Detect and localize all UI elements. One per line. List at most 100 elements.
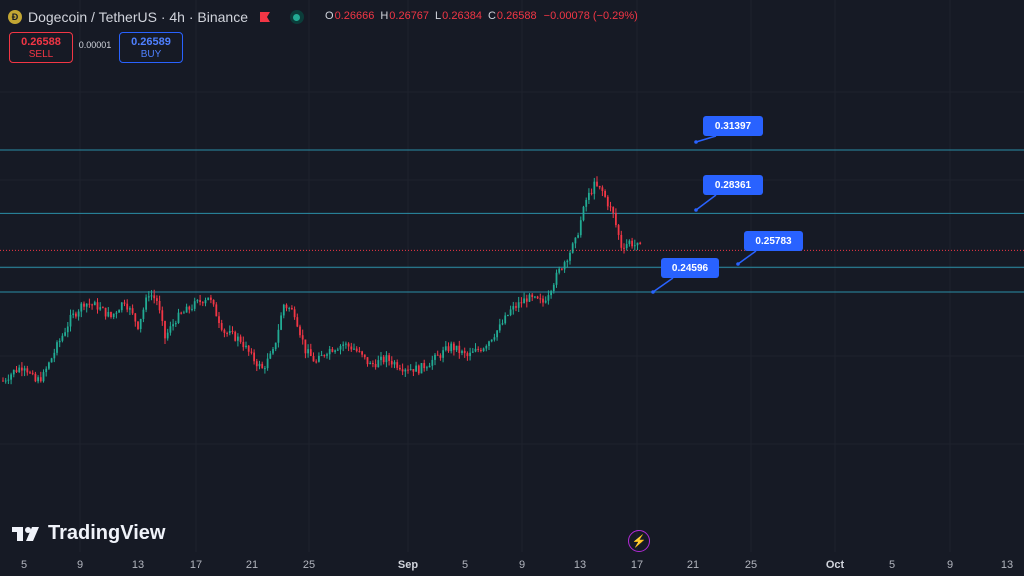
- candle-body: [380, 356, 382, 361]
- candle-body: [237, 336, 239, 341]
- candle-body: [180, 312, 183, 314]
- candle-body: [393, 362, 396, 365]
- candle-body: [80, 303, 83, 312]
- candle-body: [328, 349, 331, 355]
- candle-body: [515, 306, 517, 308]
- high-value: 0.26767: [389, 10, 430, 22]
- level-callout-1[interactable]: 0.28361: [703, 175, 763, 195]
- symbol-title[interactable]: Dogecoin / TetherUS · 4h · Binance: [28, 9, 248, 25]
- time-axis[interactable]: 5 9 13 17 21 25 Sep 5 9 13 17 21 25 Oct 5 9 13: [0, 552, 1024, 576]
- sell-button[interactable]: 0.26588 SELL: [9, 32, 73, 63]
- open-label: O: [325, 10, 334, 22]
- candle-body: [2, 380, 4, 382]
- time-tick-21: 21: [686, 559, 700, 571]
- candle-body: [477, 348, 480, 350]
- candle-body: [620, 234, 623, 248]
- candle-body: [582, 206, 585, 221]
- candle-body: [196, 300, 199, 302]
- candle-body: [442, 350, 444, 358]
- candle-body: [174, 322, 177, 325]
- candle-body: [255, 361, 258, 367]
- candle-body: [423, 363, 426, 369]
- candlestick-chart[interactable]: [0, 0, 1024, 552]
- candle-body: [161, 310, 164, 322]
- candle-body: [331, 349, 334, 352]
- price-chart[interactable]: Ð Dogecoin / TetherUS · 4h · Binance O0.…: [0, 0, 1024, 552]
- candle-body: [407, 369, 409, 371]
- candle-body: [282, 304, 285, 316]
- candle-body: [207, 297, 210, 301]
- candle-body: [326, 354, 328, 356]
- candle-body: [99, 307, 102, 310]
- candle-body: [366, 357, 369, 365]
- candle-body: [504, 315, 507, 324]
- candle-body: [234, 331, 237, 341]
- time-tick-5: 5: [20, 559, 28, 571]
- candle-body: [453, 343, 455, 351]
- sell-price: 0.26588: [21, 35, 61, 48]
- candle-body: [469, 352, 471, 357]
- candle-body: [120, 302, 123, 311]
- red-flag-icon[interactable]: [259, 12, 270, 22]
- candle-body: [401, 369, 404, 372]
- candle-body: [258, 363, 261, 367]
- candle-body: [552, 284, 555, 292]
- candle-body: [312, 356, 315, 362]
- candle-body: [7, 379, 10, 381]
- candle-body: [134, 313, 137, 322]
- candle-body: [301, 335, 304, 340]
- candle-body: [353, 348, 355, 350]
- candle-body: [339, 345, 342, 350]
- candle-body: [145, 297, 147, 310]
- level-callout-3[interactable]: 0.24596: [661, 258, 719, 278]
- candle-body: [612, 207, 615, 213]
- candle-body: [415, 365, 417, 372]
- candle-body: [606, 196, 609, 207]
- buy-label: BUY: [140, 48, 162, 60]
- candle-body: [147, 296, 150, 298]
- candle-body: [615, 212, 617, 226]
- candle-body: [485, 345, 488, 349]
- candle-body: [588, 192, 590, 200]
- candle-body: [536, 296, 539, 299]
- callout-anchor-2: [736, 262, 740, 266]
- buy-button[interactable]: 0.26589 BUY: [119, 32, 183, 63]
- candle-body: [461, 350, 463, 354]
- candle-body: [520, 302, 523, 304]
- candle-body: [636, 242, 639, 246]
- candle-body: [585, 199, 588, 207]
- candle-body: [315, 361, 318, 363]
- callout-pointer-2: [737, 250, 757, 265]
- spread-value: 0.00001: [78, 40, 112, 50]
- candle-body: [228, 330, 231, 334]
- change-value: −0.00078 (−0.29%): [543, 10, 638, 22]
- time-tick-17: 17: [630, 559, 644, 571]
- candle-body: [563, 262, 566, 270]
- candle-body: [593, 181, 596, 194]
- candle-body: [164, 321, 166, 339]
- candle-body: [191, 308, 193, 310]
- callout-anchor-3: [651, 290, 655, 294]
- candle-body: [88, 303, 91, 305]
- level-callout-0[interactable]: 0.31397: [703, 116, 763, 136]
- tradingview-brand[interactable]: TradingView: [12, 522, 165, 545]
- candle-body: [166, 332, 169, 339]
- candle-body: [96, 302, 99, 310]
- candle-body: [66, 326, 69, 333]
- candle-body: [323, 355, 326, 357]
- lightning-bolt-icon[interactable]: ⚡: [628, 530, 650, 552]
- candle-body: [218, 316, 220, 324]
- candle-body: [363, 354, 366, 358]
- candle-body: [404, 369, 407, 372]
- candle-body: [523, 298, 525, 304]
- candle-body: [77, 311, 80, 317]
- candle-body: [439, 355, 442, 358]
- candle-body: [426, 367, 428, 369]
- candle-body: [490, 339, 493, 342]
- candle-body: [12, 369, 15, 375]
- candle-body: [185, 306, 188, 313]
- candle-body: [37, 377, 39, 382]
- candle-body: [358, 351, 361, 353]
- candle-body: [488, 341, 490, 346]
- level-callout-2[interactable]: 0.25783: [744, 231, 803, 251]
